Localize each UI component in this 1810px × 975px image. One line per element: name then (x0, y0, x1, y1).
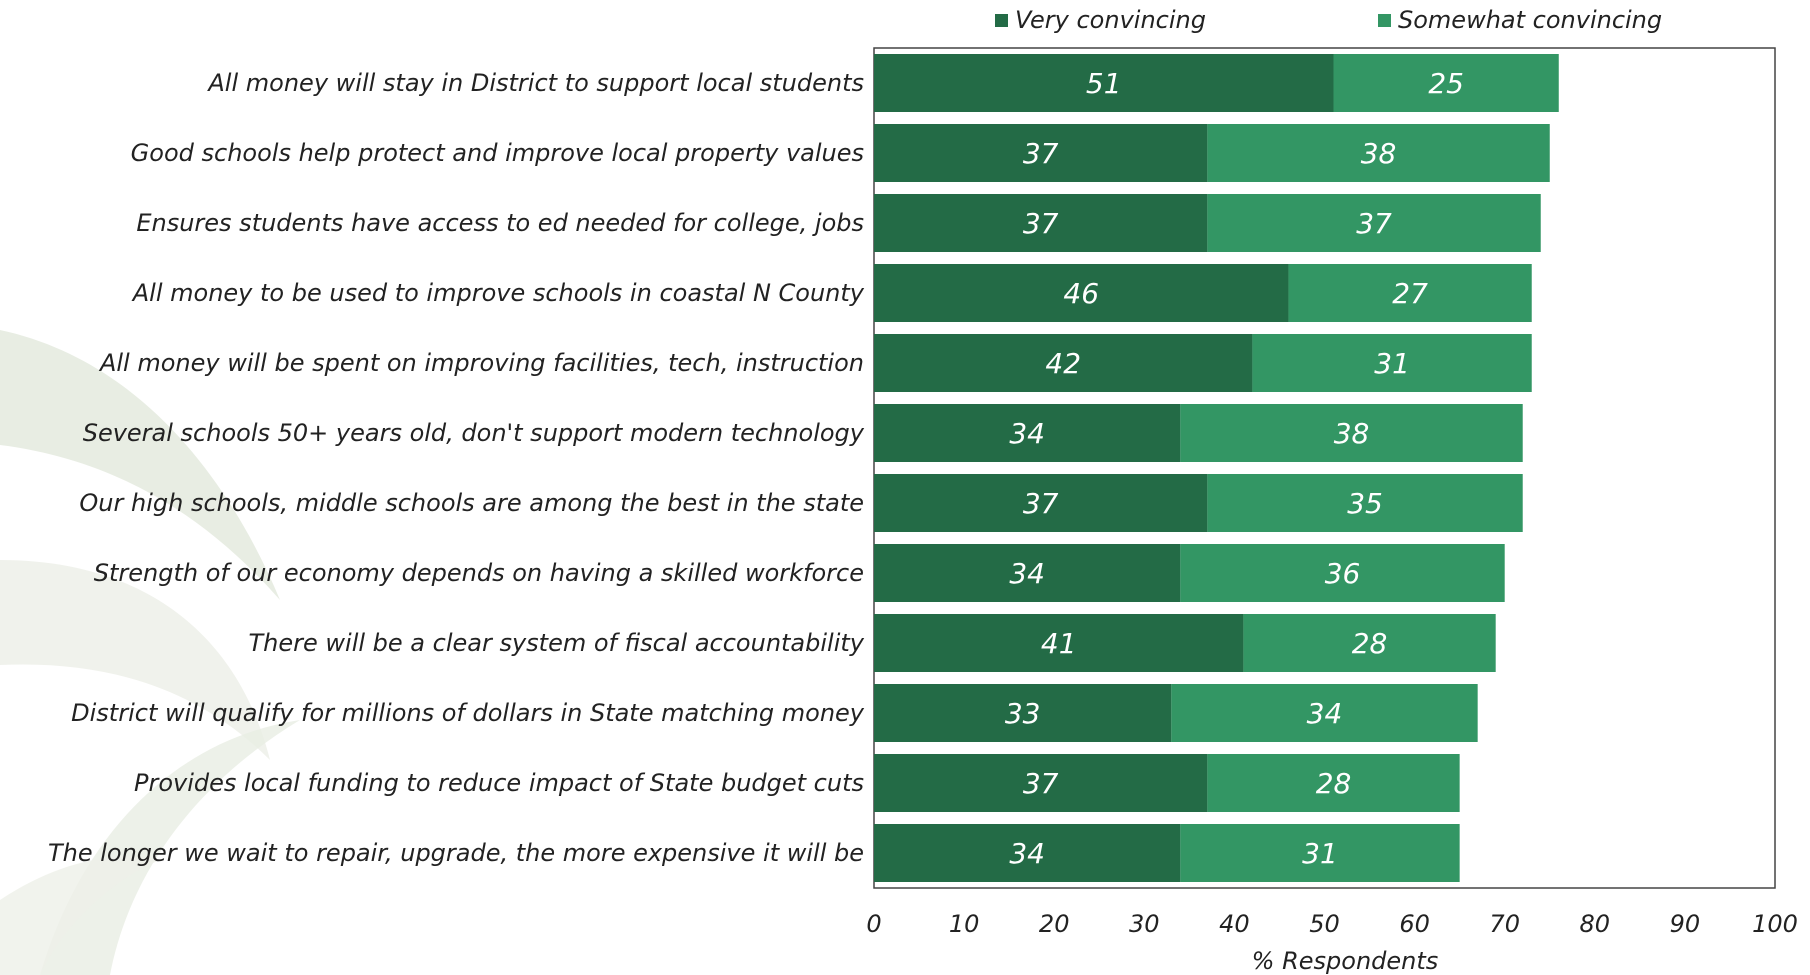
category-label: Our high schools, middle schools are amo… (79, 489, 864, 517)
bar-segment (1243, 614, 1496, 672)
bar-segment (874, 754, 1208, 812)
data-label: 33 (1005, 697, 1041, 730)
data-label: 38 (1334, 417, 1370, 450)
data-label: 34 (1307, 697, 1343, 730)
bar-segment (874, 334, 1253, 392)
data-label: 25 (1428, 67, 1464, 100)
category-label: District will qualify for millions of do… (71, 699, 865, 727)
category-label: All money will stay in District to suppo… (206, 69, 864, 97)
bar-segment (874, 614, 1244, 672)
x-tick-label: 30 (1129, 910, 1160, 938)
bars-layer: 51 25 37 38 37 37 46 27 42 31 34 38 37 35 34 36 41 28 33 34… (874, 54, 1559, 882)
x-axis-ticks: 0 10 20 30 40 50 60 70 80 90 100 (866, 910, 1798, 938)
bar-segment (1207, 194, 1541, 252)
data-label: 31 (1374, 347, 1410, 380)
legend-label-somewhat-convincing: Somewhat convincing (1398, 6, 1662, 34)
plot-area-frame (873, 47, 1776, 889)
x-tick-label: 20 (1039, 910, 1070, 938)
data-label: 34 (1009, 417, 1045, 450)
data-label: 37 (1023, 767, 1059, 800)
bar-segment (1288, 264, 1532, 322)
legend-swatch-very-convincing (995, 14, 1008, 27)
legend-label-very-convincing: Very convincing (1015, 6, 1206, 34)
bar-segment (1171, 684, 1478, 742)
bar-segment (1207, 474, 1523, 532)
data-label: 37 (1023, 207, 1059, 240)
bar-segment (874, 824, 1181, 882)
data-label: 27 (1392, 277, 1428, 310)
x-tick-label: 80 (1580, 910, 1611, 938)
data-label: 51 (1086, 67, 1122, 100)
bar-segment (1180, 544, 1505, 602)
x-tick-label: 100 (1752, 910, 1798, 938)
bar-segment (1333, 54, 1559, 112)
category-label: Provides local funding to reduce impact … (134, 769, 864, 797)
category-label: All money to be used to improve schools … (131, 279, 865, 307)
bar-segment (874, 194, 1208, 252)
bar-segment (874, 544, 1181, 602)
category-label: The longer we wait to repair, upgrade, t… (48, 839, 864, 867)
data-label: 37 (1023, 487, 1059, 520)
data-label: 37 (1023, 137, 1059, 170)
bar-segment (874, 54, 1334, 112)
background-decoration (0, 330, 300, 975)
bar-segment (874, 264, 1289, 322)
bar-segment (874, 124, 1208, 182)
data-label: 34 (1009, 557, 1045, 590)
x-axis-title: % Respondents (1252, 947, 1439, 975)
data-label: 28 (1316, 767, 1352, 800)
category-label: Strength of our economy depends on havin… (94, 559, 864, 587)
category-label: Ensures students have access to ed neede… (136, 209, 864, 237)
data-label: 41 (1041, 627, 1077, 660)
x-tick-label: 10 (949, 910, 980, 938)
category-label: Good schools help protect and improve lo… (131, 139, 864, 167)
bar-segment (1180, 824, 1460, 882)
category-label: Several schools 50+ years old, don't sup… (83, 419, 865, 447)
category-label: All money will be spent on improving fac… (98, 349, 864, 377)
bar-segment (1207, 754, 1460, 812)
x-tick-label: 70 (1489, 910, 1520, 938)
data-label: 28 (1352, 627, 1388, 660)
category-labels: All money will stay in District to suppo… (48, 69, 865, 867)
x-tick-label: 0 (866, 910, 881, 938)
data-label: 42 (1045, 347, 1081, 380)
legend-swatch-somewhat-convincing (1378, 14, 1391, 27)
bar-segment (1207, 124, 1550, 182)
data-label: 37 (1356, 207, 1392, 240)
x-tick-label: 90 (1670, 910, 1701, 938)
category-label: There will be a clear system of fiscal a… (249, 629, 865, 657)
data-label: 46 (1063, 277, 1099, 310)
data-label: 38 (1361, 137, 1397, 170)
data-label: 34 (1009, 837, 1045, 870)
data-label: 35 (1347, 487, 1383, 520)
legend: Very convincing Somewhat convincing (995, 6, 1662, 34)
bar-segment (1180, 404, 1523, 462)
data-label: 31 (1302, 837, 1338, 870)
bar-segment (874, 474, 1208, 532)
bar-segment (874, 404, 1181, 462)
bar-segment (874, 684, 1172, 742)
bar-segment (1252, 334, 1532, 392)
data-label: 36 (1325, 557, 1361, 590)
x-tick-label: 40 (1219, 910, 1250, 938)
x-tick-label: 60 (1399, 910, 1430, 938)
x-tick-label: 50 (1309, 910, 1340, 938)
